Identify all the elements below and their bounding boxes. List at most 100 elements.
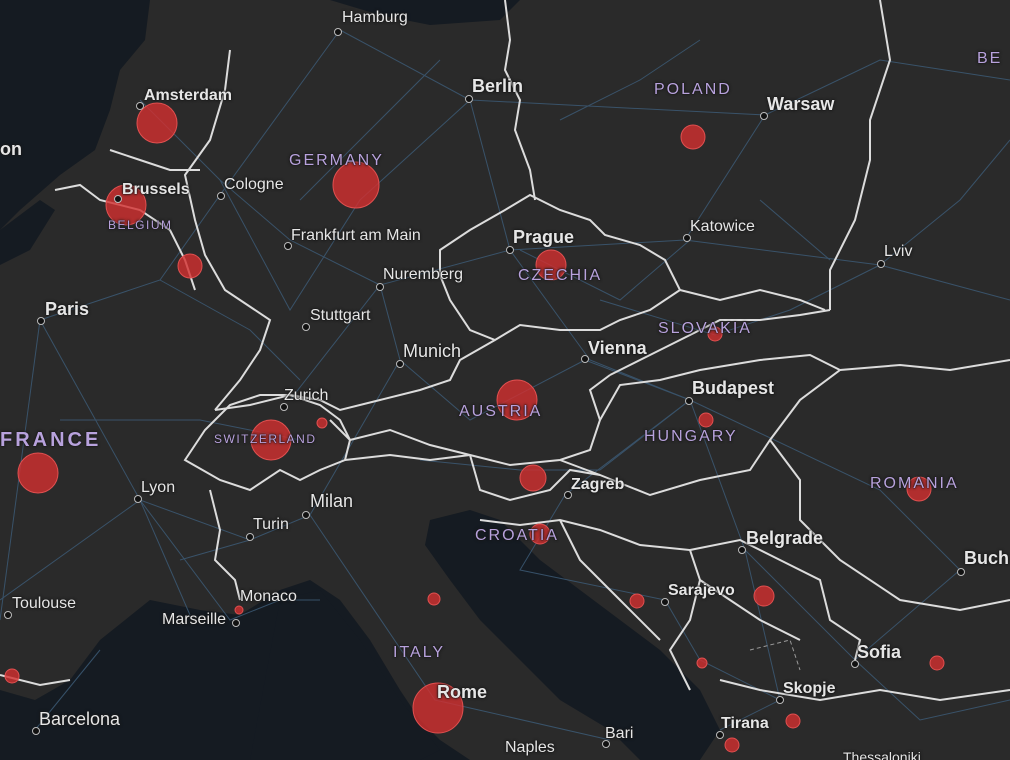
- city-label-skopje: Skopje: [783, 680, 836, 697]
- city-label-munich: Munich: [403, 341, 462, 361]
- city-dot-milan: [302, 511, 310, 519]
- city-label-rome: Rome: [437, 682, 488, 702]
- city-dot-marseille: [232, 619, 240, 627]
- city-label-bucharest-partial: Buch: [964, 548, 1009, 568]
- tyrrhenian-sea: [250, 590, 440, 760]
- channel-sea: [0, 200, 55, 265]
- bubble-switzerland[interactable]: [250, 419, 292, 461]
- city-dot-lviv: [877, 260, 885, 268]
- country-label-poland: POLAND: [654, 81, 732, 98]
- water-bodies: [0, 0, 720, 760]
- bubble-liechtenstein[interactable]: [316, 417, 328, 429]
- city-label-belgrade: Belgrade: [746, 528, 824, 548]
- city-label-warsaw: Warsaw: [767, 94, 835, 114]
- city-dot-berlin: [465, 95, 473, 103]
- city-label-milan: Milan: [310, 491, 354, 511]
- city-label-monaco: Monaco: [240, 588, 297, 605]
- city-label-katowice: Katowice: [690, 218, 755, 235]
- bubble-albania[interactable]: [724, 737, 740, 753]
- city-label-lyon: Lyon: [141, 479, 176, 496]
- city-dot-tirana: [716, 731, 724, 739]
- city-dot-bucharest: [957, 568, 965, 576]
- bubble-france[interactable]: [17, 452, 59, 494]
- city-dot-cologne: [217, 192, 225, 200]
- country-label-romania: ROMANIA: [870, 475, 959, 492]
- city-dot-zagreb: [564, 491, 572, 499]
- city-dot-warsaw: [760, 112, 768, 120]
- city-label-marseille: Marseille: [162, 611, 227, 628]
- bubble-bulgaria[interactable]: [929, 655, 945, 671]
- city-label-tirana: Tirana: [721, 715, 769, 732]
- city-label-lviv: Lviv: [884, 243, 913, 260]
- country-label-italy: ITALY: [393, 644, 446, 661]
- city-dot-lyon: [134, 495, 142, 503]
- bubble-czechia[interactable]: [535, 249, 567, 281]
- country-label-czechia: CZECHIA: [518, 267, 603, 284]
- city-dot-amsterdam: [136, 102, 144, 110]
- city-label-prague: Prague: [513, 227, 575, 247]
- bubble-poland[interactable]: [680, 124, 706, 150]
- bubble-slovenia[interactable]: [519, 464, 547, 492]
- bubble-serbia[interactable]: [753, 585, 775, 607]
- city-label-vienna: Vienna: [588, 338, 647, 358]
- city-label-paris: Paris: [45, 299, 90, 319]
- city-label-barcelona: Barcelona: [39, 709, 121, 729]
- city-label-turin: Turin: [253, 516, 289, 533]
- city-label-toulouse: Toulouse: [12, 595, 77, 612]
- dashed-borders: [749, 639, 801, 671]
- city-label-sofia: Sofia: [857, 642, 902, 662]
- city-dot-sarajevo: [661, 598, 669, 606]
- bubble-slovakia[interactable]: [707, 326, 723, 342]
- bubble-austria[interactable]: [496, 379, 538, 421]
- city-dot-barcelona: [32, 727, 40, 735]
- bubble-hungary[interactable]: [698, 412, 714, 428]
- city-dot-skopje: [776, 696, 784, 704]
- bubble-layer[interactable]: [4, 102, 945, 753]
- city-dot-stuttgart: [302, 323, 310, 331]
- city-dot-turin: [246, 533, 254, 541]
- city-label-cologne: Cologne: [224, 176, 284, 193]
- bubble-luxembourg[interactable]: [177, 253, 203, 279]
- city-dot-nuremberg: [376, 283, 384, 291]
- bubble-germany[interactable]: [332, 161, 380, 209]
- city-dot-paris: [37, 317, 45, 325]
- city-dot-frankfurt: [284, 242, 292, 250]
- bubble-monaco[interactable]: [234, 605, 244, 615]
- city-dot-zurich: [280, 403, 288, 411]
- bubble-san-marino[interactable]: [427, 592, 441, 606]
- city-dot-bari: [602, 740, 610, 748]
- north-sea: [0, 0, 150, 230]
- city-label-hamburg: Hamburg: [342, 9, 408, 26]
- city-label-frankfurt: Frankfurt am Main: [291, 227, 421, 244]
- country-label-belarus-partial: BE: [977, 50, 1003, 67]
- bubble-romania[interactable]: [906, 476, 932, 502]
- city-dot-brussels: [114, 195, 122, 203]
- city-dot-toulouse: [4, 611, 12, 619]
- country-label-slovakia: SLOVAKIA: [658, 320, 752, 337]
- adriatic-sea: [425, 510, 720, 760]
- city-label-sarajevo: Sarajevo: [668, 582, 735, 599]
- city-dot-belgrade: [738, 546, 746, 554]
- city-dot-hamburg: [334, 28, 342, 36]
- road-network: [0, 29, 1010, 741]
- city-label-budapest: Budapest: [692, 378, 775, 398]
- bubble-andorra[interactable]: [4, 668, 20, 684]
- city-label-bari: Bari: [605, 725, 634, 742]
- bubble-montenegro[interactable]: [696, 657, 708, 669]
- bubble-bosnia[interactable]: [629, 593, 645, 609]
- bubble-italy[interactable]: [412, 682, 464, 734]
- city-dot-prague: [506, 246, 514, 254]
- city-label-zurich: Zurich: [284, 387, 329, 404]
- bubble-north-macedonia[interactable]: [785, 713, 801, 729]
- city-label-nuremberg: Nuremberg: [383, 266, 464, 283]
- country-borders: [0, 0, 1010, 702]
- city-label-london-partial: on: [0, 139, 22, 159]
- bubble-croatia[interactable]: [529, 523, 551, 545]
- bubble-amsterdam[interactable]: [136, 102, 178, 144]
- country-label-france: FRANCE: [0, 429, 102, 451]
- city-label-amsterdam: Amsterdam: [144, 87, 233, 104]
- city-label-naples: Naples: [505, 739, 555, 756]
- city-dot-katowice: [683, 234, 691, 242]
